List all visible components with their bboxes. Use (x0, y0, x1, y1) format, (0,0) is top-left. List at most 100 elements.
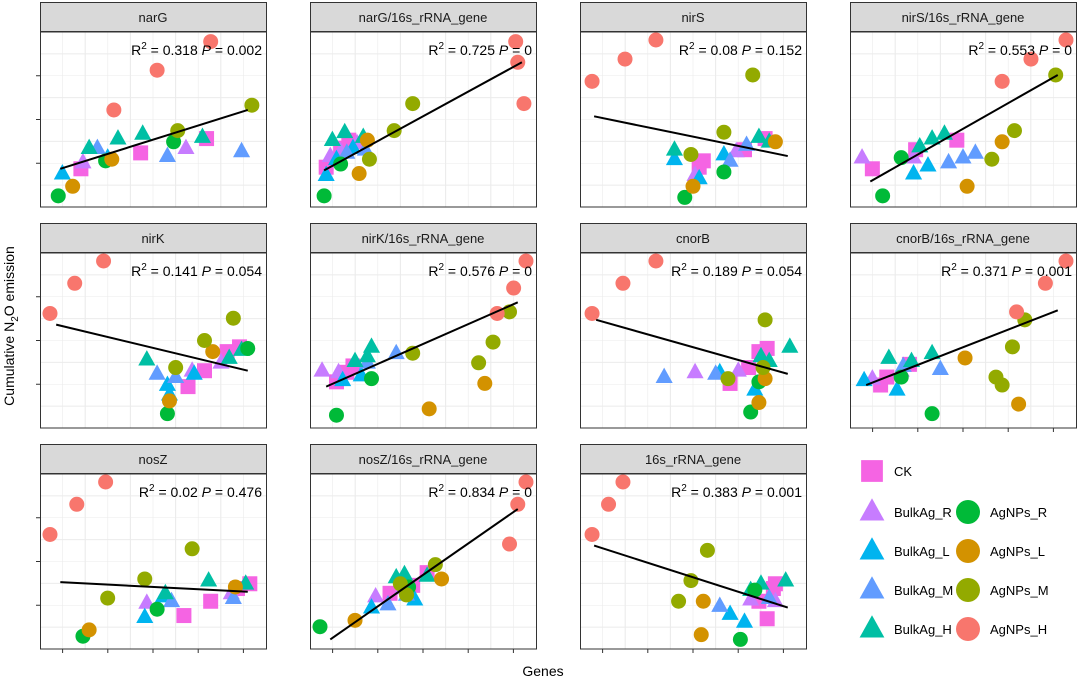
legend-marker (859, 537, 885, 560)
legend-label: AgNPs_R (990, 505, 1047, 520)
data-point-agnps-h (994, 73, 1010, 89)
stats-annotation: R2 = 0.383 P = 0.001 (671, 483, 802, 500)
data-point-agnps-l (351, 166, 367, 182)
panel-strip (310, 444, 537, 474)
data-point-bulkag-h (200, 571, 218, 587)
data-point-ck (767, 576, 783, 592)
r2-superscript: 2 (951, 262, 957, 273)
panel-strip (40, 223, 267, 253)
panel-title: nosZ (139, 452, 168, 467)
legend-label: BulkAg_H (894, 622, 952, 637)
data-point-bulkag-l (158, 375, 176, 391)
panel-title: nirS (681, 10, 704, 25)
data-point-agnps-r (316, 188, 332, 204)
p-value: = 0.054 (211, 263, 262, 279)
data-point-agnps-h (506, 280, 522, 296)
p-label: P (202, 42, 212, 58)
p-value: = 0 (508, 484, 532, 500)
legend-label: AgNPs_H (990, 622, 1047, 637)
data-point-agnps-l (685, 178, 701, 194)
panel-strip (580, 2, 807, 32)
data-point-bulkag-l (362, 598, 381, 614)
data-point-agnps-m (1004, 339, 1020, 355)
p-value: = 0.476 (211, 484, 262, 500)
data-point-bulkag-h (418, 566, 436, 582)
data-point-agnps-l (767, 134, 783, 150)
legend-marker (956, 539, 980, 563)
panel-border (310, 31, 537, 208)
data-point-bulkag-h (156, 583, 174, 600)
data-point-agnps-r (50, 188, 66, 204)
r2-superscript: 2 (438, 262, 444, 273)
legend-item-ck: CK (861, 460, 912, 482)
r2-label: R (428, 263, 438, 279)
data-point-bulkag-m (167, 367, 185, 383)
data-point-ck (180, 379, 196, 395)
data-point-agnps-h (1058, 32, 1074, 48)
data-point-agnps-l (695, 593, 711, 609)
data-point-bulkag-m (224, 588, 242, 604)
legend-label: BulkAg_M (894, 583, 953, 598)
data-point-agnps-h (96, 253, 112, 269)
regression-line (593, 115, 788, 158)
panel-title: nirK/16s_rRNA_gene (362, 231, 485, 246)
legend-marker (859, 498, 885, 521)
r2-superscript: 2 (681, 262, 687, 273)
regression-line (595, 318, 789, 375)
panel-cnorb: cnorB R2 = 0.189 P = 0.054 (580, 223, 807, 429)
data-point-agnps-h (508, 34, 524, 50)
regression-line (323, 61, 523, 172)
r2-label: R (968, 42, 978, 58)
data-point-bulkag-m (711, 596, 729, 612)
data-point-bulkag-r (686, 362, 704, 379)
data-point-bulkag-m (233, 141, 251, 158)
data-point-ck (864, 161, 880, 177)
r2-label: R (679, 42, 689, 58)
r2-label: R (139, 484, 149, 500)
stats-annotation: R2 = 0.371 P = 0.001 (941, 262, 1072, 279)
p-value: = 0.001 (751, 484, 802, 500)
stats-annotation: R2 = 0.834 P = 0 (428, 483, 532, 500)
panel-title: 16s_rRNA_gene (645, 452, 741, 467)
stats-annotation: R2 = 0.553 P = 0 (968, 41, 1072, 58)
stats-annotation: R2 = 0.02 P = 0.476 (139, 483, 262, 500)
data-point-agnps-m (405, 96, 421, 112)
panel-border (580, 252, 807, 429)
data-point-bulkag-h (358, 346, 376, 363)
data-point-bulkag-h (336, 122, 354, 139)
p-label: P (742, 484, 752, 500)
data-point-agnps-h (1037, 275, 1053, 291)
r2-superscript: 2 (438, 41, 444, 52)
panel-grid (40, 32, 266, 207)
data-point-agnps-l (959, 178, 975, 194)
data-point-agnps-r (747, 582, 763, 598)
panel-strip (310, 223, 537, 253)
y-axis-label-subscript: 2 (10, 316, 21, 322)
y-axis-label-prefix: Cumulative N (1, 322, 17, 406)
data-point-bulkag-r (853, 148, 871, 164)
data-point-agnps-r (716, 164, 732, 180)
data-point-bulkag-h (109, 129, 127, 145)
data-point-agnps-h (106, 102, 122, 118)
x-axis-label: Genes (522, 663, 563, 679)
p-label: P (499, 263, 509, 279)
data-point-agnps-m (197, 333, 212, 348)
legend: CK BulkAg_R BulkAg_L BulkAg_M BulkAg_H AgNPs_… (859, 460, 1049, 641)
p-value: = 0.002 (211, 42, 262, 58)
panel-border (850, 31, 1077, 208)
data-point-agnps-l (757, 371, 773, 387)
panel-nosz-16s-rrna-gene: nosZ/16s_rRNA_gene R2 = 0.834 P = 0 (310, 444, 537, 653)
data-point-bulkag-h (923, 129, 941, 145)
panel-title: narG/16s_rRNA_gene (359, 10, 488, 25)
data-point-agnps-h (149, 62, 165, 78)
r2-value: = 0.08 (695, 42, 742, 58)
legend-item-agnps-m: AgNPs_M (956, 578, 1049, 602)
data-point-agnps-r (924, 406, 940, 422)
panel-cnorb-16s-rrna-gene: cnorB/16s_rRNA_gene R2 = 0.371 P = 0.001 (850, 223, 1077, 432)
data-point-bulkag-h (923, 343, 941, 360)
legend-marker (859, 576, 885, 599)
data-point-agnps-m (168, 360, 184, 376)
data-point-agnps-l (994, 134, 1010, 150)
data-point-bulkag-h (750, 127, 768, 143)
panel-strip (580, 223, 807, 253)
